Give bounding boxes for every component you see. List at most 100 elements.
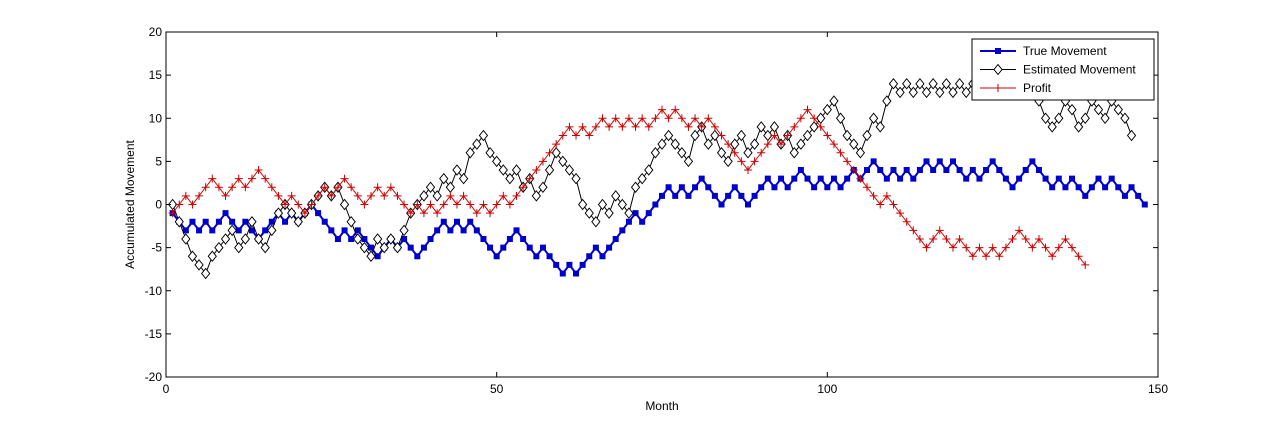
data-point <box>473 227 480 234</box>
data-point <box>196 227 203 234</box>
data-point <box>341 227 348 234</box>
data-point <box>963 175 970 182</box>
data-point <box>637 172 647 185</box>
axes-layer: 0 50 100 150 -20 -15 -10 -5 0 5 10 15 20 <box>145 25 1169 396</box>
data-point <box>327 191 336 200</box>
data-point <box>492 155 502 168</box>
data-point <box>704 114 713 123</box>
data-point <box>401 236 408 242</box>
data-point <box>1041 243 1050 252</box>
data-point <box>1048 252 1057 261</box>
data-point <box>730 148 739 157</box>
legend-items: True Movement Estimated Movement Profit <box>980 44 1136 95</box>
data-point <box>1135 192 1142 199</box>
data-point <box>930 167 937 173</box>
data-point <box>677 114 686 123</box>
data-point <box>220 233 231 245</box>
data-point <box>632 210 639 217</box>
data-point <box>698 175 705 182</box>
data-point <box>778 175 785 182</box>
data-point <box>758 184 765 191</box>
data-point <box>757 148 766 157</box>
data-point <box>1022 167 1029 173</box>
data-point <box>672 192 679 199</box>
data-point <box>902 217 911 226</box>
data-point <box>453 218 460 225</box>
data-point <box>756 121 766 133</box>
data-point <box>842 129 852 142</box>
data-point <box>1095 175 1102 182</box>
data-point <box>941 77 952 90</box>
data-point <box>586 253 593 260</box>
data-point <box>617 198 627 211</box>
series-profit <box>168 105 1090 269</box>
data-point <box>208 174 217 183</box>
data-point <box>520 236 527 242</box>
data-point <box>328 227 335 234</box>
data-point <box>360 200 369 209</box>
data-point <box>869 191 878 200</box>
y-tick-label: 10 <box>149 111 163 125</box>
data-point <box>545 148 554 157</box>
data-point <box>638 114 647 123</box>
data-point <box>749 138 760 150</box>
data-point <box>751 192 758 199</box>
data-point <box>809 121 819 133</box>
data-point <box>228 183 237 192</box>
data-point <box>487 244 494 251</box>
y-axis-label: Accumulated Movement <box>123 139 137 268</box>
data-point <box>949 158 956 165</box>
legend-entry: Profit <box>980 81 1052 95</box>
data-point <box>1141 201 1148 208</box>
data-point <box>373 183 382 192</box>
data-point <box>1115 184 1122 191</box>
data-point <box>221 191 230 200</box>
y-tick-label: -5 <box>151 241 162 255</box>
data-point <box>558 131 567 140</box>
data-point <box>492 200 501 209</box>
data-point <box>1001 243 1010 252</box>
data-point <box>195 191 204 200</box>
data-point <box>367 191 376 200</box>
data-point <box>1120 112 1130 125</box>
data-point <box>458 172 469 185</box>
legend-label: Estimated Movement <box>1023 63 1136 77</box>
data-point <box>260 241 270 254</box>
data-point <box>1054 243 1063 252</box>
data-point <box>181 233 191 245</box>
data-point <box>538 181 548 194</box>
data-point <box>168 209 177 218</box>
data-point <box>427 236 434 242</box>
data-point <box>935 86 945 99</box>
data-point <box>738 192 745 199</box>
data-point <box>710 129 720 142</box>
data-point <box>553 261 560 268</box>
data-point <box>386 233 396 245</box>
data-point <box>551 146 561 159</box>
data-point <box>716 146 727 159</box>
data-point <box>645 210 652 217</box>
data-point <box>618 122 627 131</box>
data-point <box>671 105 680 114</box>
data-point <box>895 86 905 99</box>
data-point <box>333 183 342 192</box>
data-point <box>321 218 328 225</box>
data-point <box>890 167 897 173</box>
data-point <box>989 158 996 165</box>
data-point <box>909 226 918 235</box>
data-point <box>829 140 838 149</box>
data-point <box>1042 175 1049 182</box>
data-point <box>791 175 798 182</box>
data-point <box>201 267 211 280</box>
data-point <box>452 200 461 209</box>
data-point <box>420 244 427 251</box>
data-point <box>829 95 839 107</box>
data-point <box>393 191 402 200</box>
data-point <box>359 241 370 254</box>
data-point <box>1062 184 1069 191</box>
data-point <box>532 166 541 174</box>
data-point <box>796 138 806 150</box>
data-point <box>962 243 971 252</box>
data-point <box>229 218 236 225</box>
